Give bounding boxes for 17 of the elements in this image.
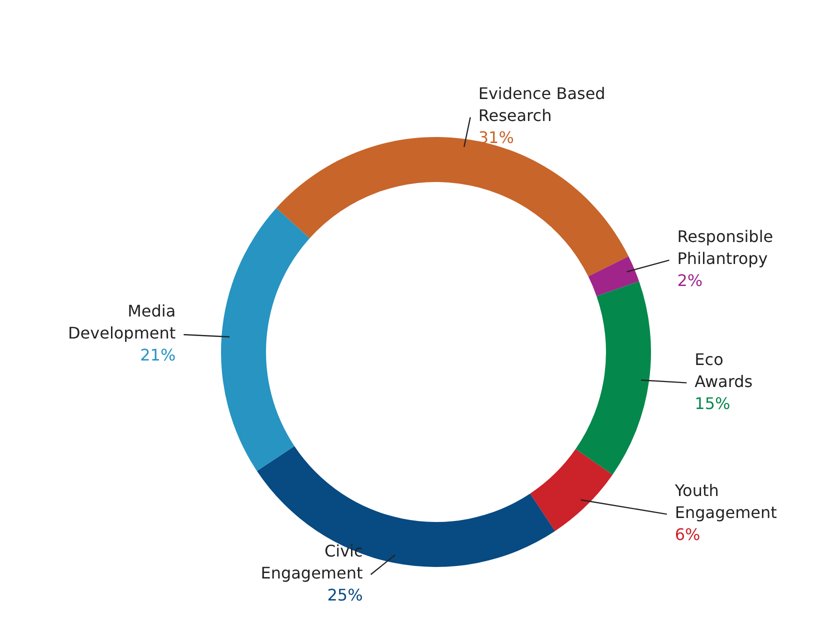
slice-label: Media Development <box>68 302 176 343</box>
slice-label: Youth Engagement <box>674 481 777 522</box>
slice-label: Civic Engagement <box>260 542 363 583</box>
slice-label: Evidence Based Research <box>478 84 606 126</box>
data-label: 6% <box>674 525 700 544</box>
donut-slice <box>221 208 310 471</box>
slice-label: Responsible Philantropy <box>677 227 774 268</box>
slice-label: Eco Awards <box>694 350 753 391</box>
donut-slice <box>588 256 640 296</box>
data-label: 15% <box>694 394 730 413</box>
data-label: 2% <box>677 271 703 290</box>
donut-slice <box>256 446 555 567</box>
data-label: 25% <box>327 586 363 605</box>
data-label: 31% <box>478 128 514 148</box>
donut-slice <box>576 281 651 475</box>
data-label: 21% <box>140 346 176 365</box>
donut-slice <box>530 449 613 532</box>
